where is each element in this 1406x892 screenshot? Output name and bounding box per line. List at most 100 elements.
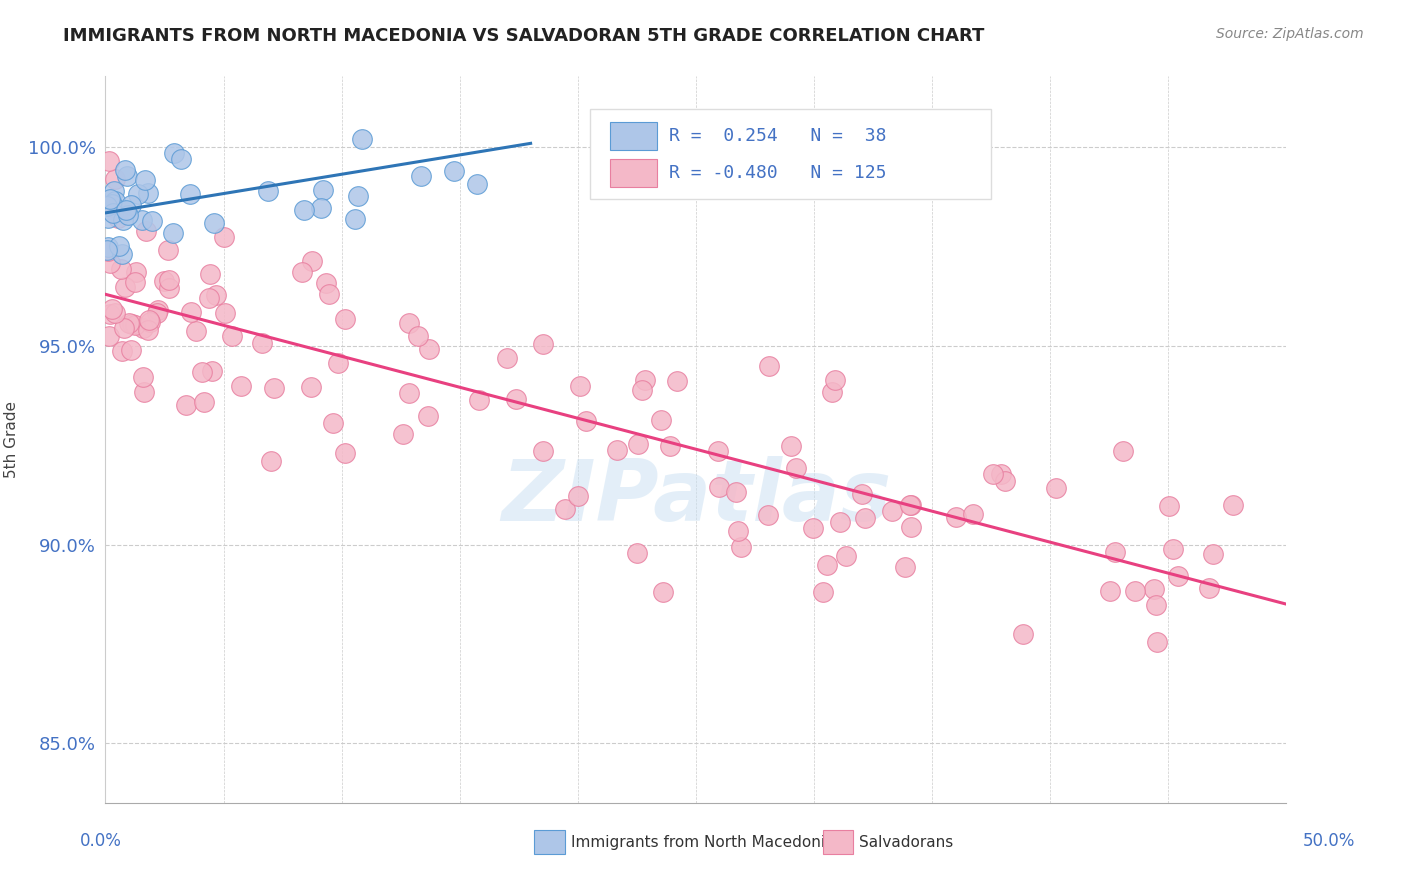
- Point: [148, 303, 170, 318]
- Point: [131, 321, 153, 335]
- Point: [1045, 481, 1067, 495]
- Point: [468, 393, 491, 408]
- Point: [184, 324, 207, 338]
- Point: [260, 454, 283, 468]
- Point: [96, 198, 118, 212]
- Point: [162, 226, 184, 240]
- Point: [290, 264, 312, 278]
- Point: [107, 211, 129, 226]
- Point: [127, 187, 149, 202]
- Point: [299, 380, 322, 394]
- Point: [1112, 443, 1135, 458]
- Point: [658, 439, 681, 453]
- Point: [835, 549, 858, 564]
- Point: [554, 502, 576, 516]
- Point: [962, 507, 984, 521]
- Point: [1167, 569, 1189, 583]
- Point: [801, 521, 824, 535]
- Point: [101, 302, 124, 317]
- Point: [443, 163, 465, 178]
- Point: [411, 169, 433, 184]
- Point: [1011, 627, 1033, 641]
- Point: [707, 443, 730, 458]
- Point: [309, 201, 332, 215]
- Point: [118, 316, 141, 330]
- Point: [318, 286, 340, 301]
- Point: [994, 475, 1017, 489]
- Point: [650, 413, 672, 427]
- Point: [138, 186, 160, 201]
- Point: [146, 306, 169, 320]
- Point: [322, 416, 344, 430]
- Point: [117, 208, 139, 222]
- Point: [301, 254, 323, 268]
- Point: [131, 213, 153, 227]
- Point: [204, 288, 226, 302]
- Point: [352, 132, 374, 146]
- Point: [157, 273, 180, 287]
- Point: [292, 202, 315, 217]
- Point: [392, 426, 415, 441]
- Point: [824, 374, 846, 388]
- Point: [418, 409, 440, 424]
- Point: [198, 267, 221, 281]
- Point: [785, 461, 807, 475]
- Point: [117, 169, 139, 183]
- Point: [111, 344, 134, 359]
- Text: Source: ZipAtlas.com: Source: ZipAtlas.com: [1216, 27, 1364, 41]
- Point: [1157, 500, 1180, 514]
- Point: [631, 383, 654, 397]
- Point: [114, 162, 136, 177]
- Point: [626, 546, 648, 560]
- Point: [193, 395, 215, 409]
- Point: [1144, 598, 1167, 612]
- Point: [214, 305, 236, 319]
- Point: [108, 239, 131, 253]
- Point: [465, 177, 488, 191]
- Text: Salvadorans: Salvadorans: [859, 835, 953, 849]
- Point: [335, 312, 357, 326]
- Text: IMMIGRANTS FROM NORTH MACEDONIA VS SALVADORAN 5TH GRADE CORRELATION CHART: IMMIGRANTS FROM NORTH MACEDONIA VS SALVA…: [63, 27, 984, 45]
- Point: [174, 398, 197, 412]
- Point: [263, 381, 285, 395]
- Point: [141, 214, 163, 228]
- FancyBboxPatch shape: [610, 160, 657, 187]
- Point: [418, 342, 440, 356]
- Point: [756, 508, 779, 522]
- Point: [900, 519, 922, 533]
- Point: [811, 584, 834, 599]
- Point: [821, 385, 844, 400]
- Text: Immigrants from North Macedonia: Immigrants from North Macedonia: [571, 835, 834, 849]
- Point: [111, 247, 134, 261]
- Text: R = -0.480   N = 125: R = -0.480 N = 125: [669, 164, 886, 182]
- Point: [1161, 541, 1184, 556]
- Point: [627, 436, 650, 450]
- Point: [157, 281, 180, 295]
- Point: [666, 375, 689, 389]
- Point: [1104, 545, 1126, 559]
- Point: [315, 276, 337, 290]
- Point: [104, 172, 127, 186]
- Point: [139, 314, 162, 328]
- Text: R =  0.254   N =  38: R = 0.254 N = 38: [669, 128, 886, 145]
- Point: [575, 414, 598, 428]
- Point: [531, 444, 554, 458]
- Point: [120, 343, 142, 357]
- Point: [221, 329, 243, 343]
- Point: [981, 467, 1004, 482]
- Y-axis label: 5th Grade: 5th Grade: [4, 401, 20, 478]
- Point: [104, 306, 127, 320]
- Point: [97, 154, 120, 169]
- Point: [853, 511, 876, 525]
- Point: [815, 558, 838, 572]
- Point: [727, 524, 749, 538]
- Point: [132, 370, 155, 384]
- Point: [98, 328, 121, 343]
- Point: [97, 211, 120, 225]
- Point: [894, 559, 917, 574]
- Point: [97, 244, 120, 258]
- Point: [567, 489, 589, 503]
- Point: [153, 274, 176, 288]
- Point: [135, 224, 157, 238]
- Point: [134, 172, 156, 186]
